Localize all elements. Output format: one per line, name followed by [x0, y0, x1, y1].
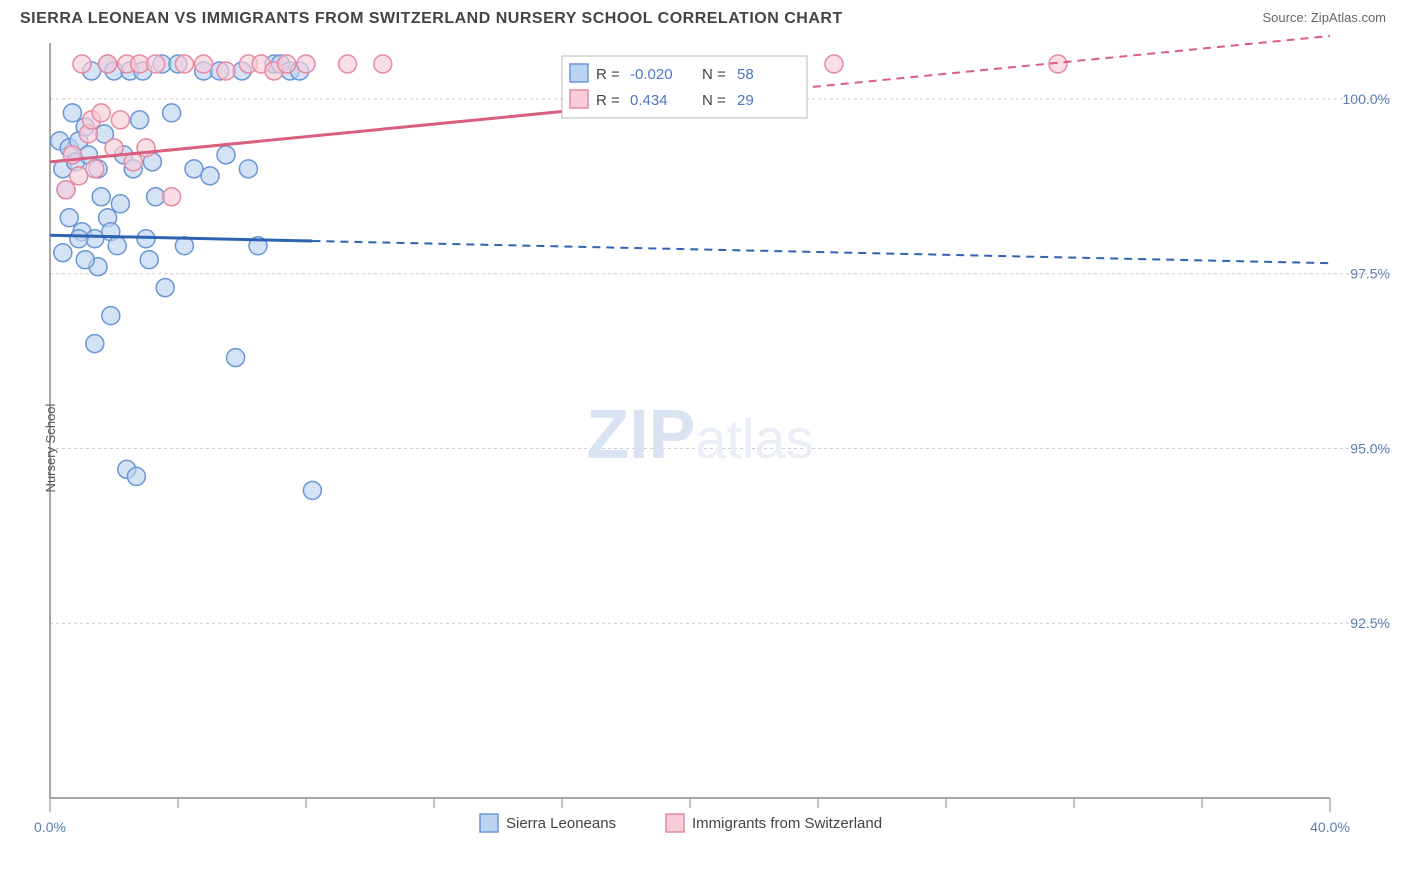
svg-text:ZIPatlas: ZIPatlas: [586, 395, 813, 473]
svg-text:0.0%: 0.0%: [34, 819, 66, 835]
correlation-chart: 92.5% 95.0% 97.5% 100.0% ZIPatlas 0.0% 40.0% R …: [0, 28, 1406, 868]
scatter-point: [70, 230, 88, 248]
scatter-point: [156, 279, 174, 297]
scatter-point: [92, 188, 110, 206]
scatter-point: [175, 55, 193, 73]
legend-n-value: 58: [737, 66, 754, 83]
chart-container: Nursery School 92.5% 95.0% 97.5% 100.0% ZIPa…: [0, 28, 1406, 868]
scatter-point: [163, 188, 181, 206]
scatter-point: [217, 146, 235, 164]
bottom-legend-label: Sierra Leoneans: [506, 815, 616, 832]
svg-text:97.5%: 97.5%: [1350, 266, 1390, 282]
scatter-point: [131, 111, 149, 129]
source-label: Source: ZipAtlas.com: [1262, 10, 1386, 25]
bottom-legend-label: Immigrants from Switzerland: [692, 815, 882, 832]
scatter-point: [825, 55, 843, 73]
scatter-point: [303, 481, 321, 499]
bottom-legend-swatch: [480, 814, 498, 832]
scatter-point: [163, 104, 181, 122]
scatter-point: [86, 160, 104, 178]
scatter-point: [127, 467, 145, 485]
scatter-point: [102, 307, 120, 325]
scatter-point: [60, 209, 78, 227]
scatter-point: [111, 111, 129, 129]
scatter-point: [92, 104, 110, 122]
scatter-point: [339, 55, 357, 73]
scatter-point: [63, 104, 81, 122]
scatter-point: [217, 62, 235, 80]
scatter-point: [111, 195, 129, 213]
legend-r-label: R =: [596, 92, 620, 109]
scatter-point: [108, 237, 126, 255]
scatter-point: [73, 55, 91, 73]
legend-r-value: -0.020: [630, 66, 673, 83]
svg-text:100.0%: 100.0%: [1343, 91, 1390, 107]
scatter-point: [147, 55, 165, 73]
scatter-point: [76, 251, 94, 269]
legend-swatch: [570, 90, 588, 108]
svg-text:92.5%: 92.5%: [1350, 615, 1390, 631]
scatter-point: [278, 55, 296, 73]
legend-n-label: N =: [702, 92, 726, 109]
scatter-point: [54, 244, 72, 262]
scatter-point: [239, 160, 257, 178]
y-axis-label: Nursery School: [43, 404, 58, 493]
scatter-point: [195, 55, 213, 73]
scatter-point: [86, 335, 104, 353]
scatter-point: [99, 55, 117, 73]
svg-text:95.0%: 95.0%: [1350, 440, 1390, 456]
chart-title: SIERRA LEONEAN VS IMMIGRANTS FROM SWITZE…: [20, 10, 843, 28]
legend-n-label: N =: [702, 66, 726, 83]
scatter-point: [374, 55, 392, 73]
scatter-point: [140, 251, 158, 269]
legend-r-value: 0.434: [630, 92, 668, 109]
scatter-point: [297, 55, 315, 73]
scatter-point: [57, 181, 75, 199]
scatter-point: [227, 349, 245, 367]
scatter-point: [201, 167, 219, 185]
regression-line-dashed: [312, 241, 1330, 263]
legend-swatch: [570, 64, 588, 82]
bottom-legend-swatch: [666, 814, 684, 832]
legend-r-label: R =: [596, 66, 620, 83]
legend-n-value: 29: [737, 92, 754, 109]
svg-text:40.0%: 40.0%: [1310, 819, 1350, 835]
